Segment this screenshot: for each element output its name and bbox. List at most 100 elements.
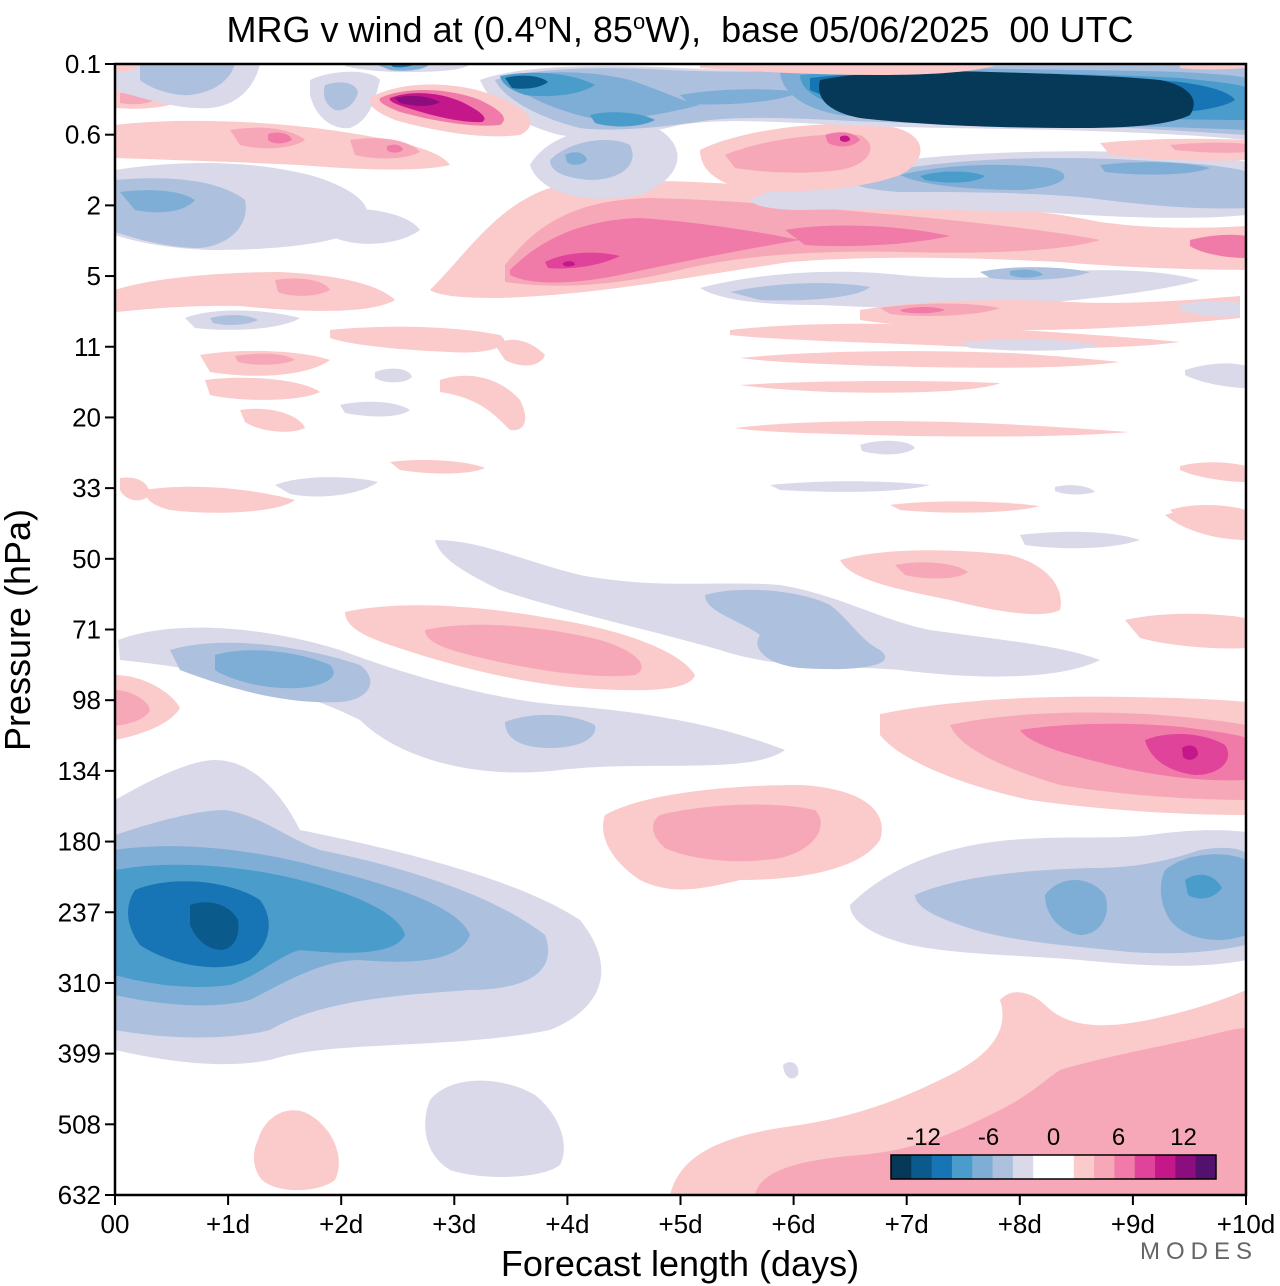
y-tick-label: 33 <box>72 473 101 503</box>
y-tick-label: 20 <box>72 402 101 432</box>
contour-neg-t13 <box>680 89 800 105</box>
x-tick-label: 00 <box>101 1209 130 1239</box>
x-axis: 00 +1d +2d +3d +4d +5d +6d +7d +8d +9d +10d <box>101 1195 1275 1239</box>
x-tick-label: +2d <box>319 1209 363 1239</box>
contour-pos-s33a <box>120 477 150 501</box>
colorbar-frame <box>890 1154 1217 1180</box>
contour-pos-s11e <box>440 375 526 431</box>
contour-pos-s33e <box>1180 462 1246 482</box>
y-tick-label: 50 <box>72 544 101 574</box>
contour-pos-s33b <box>145 486 295 513</box>
colorbar-swatch <box>1114 1155 1136 1179</box>
contour-neg-r3 <box>1045 880 1108 935</box>
contour-neg-s11c <box>340 401 410 417</box>
contour-pos-s11h <box>740 351 1120 368</box>
contour-pos-o11 <box>387 144 403 153</box>
contour-pos-r5 <box>1182 745 1198 760</box>
contour-pos-u2 <box>895 562 968 579</box>
contour-neg-p5d <box>730 283 870 301</box>
contour-pos-s11c <box>235 353 295 365</box>
colorbar-swatch <box>1073 1155 1095 1179</box>
contour-neg-o3 <box>565 152 587 165</box>
contour-neg-p5g <box>1180 300 1240 317</box>
y-tick-label: 98 <box>72 685 101 715</box>
x-tick-label: +1d <box>206 1209 250 1239</box>
contour-neg-s11b <box>375 368 412 383</box>
contour-neg-n9 <box>1100 162 1210 175</box>
y-tick-label: 399 <box>58 1039 101 1069</box>
colorbar-swatch <box>911 1155 933 1179</box>
x-axis-title: Forecast length (days) <box>501 1243 859 1284</box>
contour-neg-s33c <box>1055 485 1095 495</box>
contour-pos-s33f <box>890 501 1040 513</box>
x-tick-label: +7d <box>885 1209 929 1239</box>
contour-neg-t6 <box>375 64 430 71</box>
y-tick-label: 180 <box>58 827 101 857</box>
contour-pos-s11b <box>205 377 320 400</box>
contour-pos-p5b <box>275 278 330 296</box>
contour-pos-s33c <box>390 460 485 474</box>
contour-neg-t12 <box>505 75 548 89</box>
y-tick-label: 632 <box>58 1180 101 1210</box>
colorbar-swatch <box>931 1155 953 1179</box>
contour-pos-b7 <box>1190 234 1246 258</box>
colorbar-swatch <box>1195 1155 1217 1179</box>
colorbar-swatch <box>1033 1155 1054 1179</box>
contour-pos-o10 <box>268 132 292 144</box>
x-tick-label: +8d <box>998 1209 1042 1239</box>
y-tick-label: 2 <box>87 190 101 220</box>
colorbar-swatch <box>1175 1155 1197 1179</box>
y-tick-label: 237 <box>58 897 101 927</box>
y-axis-title: Pressure (hPa) <box>0 509 38 751</box>
y-axis: 0.1 0.6 2 5 11 20 33 50 71 98 134 180 237 310 399 508 63… <box>58 49 115 1210</box>
colorbar-swatch <box>1053 1155 1075 1179</box>
contour-neg-b2 <box>783 1062 799 1079</box>
y-tick-label: 71 <box>72 615 101 645</box>
contour-neg-p5c <box>700 270 1200 309</box>
contour-pos-s11i <box>740 380 1000 393</box>
contour-pos-b4 <box>785 225 950 247</box>
contour-pos-p5e <box>900 307 945 314</box>
contour-pos-u3 <box>1125 613 1246 649</box>
contour-neg-s33a <box>275 477 378 497</box>
brand-logo: MODES <box>1139 1238 1258 1265</box>
colorbar-label: 0 <box>1047 1124 1060 1151</box>
contour-neg-t2 <box>140 64 235 96</box>
contour-pos-t5 <box>700 64 1000 75</box>
contour-neg-s20a <box>860 440 915 455</box>
contour-pos-o4 <box>840 135 850 142</box>
contour-neg-n2 <box>330 208 420 244</box>
colorbar-swatch <box>992 1155 1014 1179</box>
contour-pos-s11j <box>735 421 1130 437</box>
contour-pos-t6 <box>1180 64 1246 70</box>
colorbar-swatch <box>1134 1155 1156 1179</box>
contour-pos-s3 <box>253 1110 339 1191</box>
contour-neg-s11d <box>1185 363 1246 388</box>
colorbar-swatch <box>951 1155 973 1179</box>
colorbar-swatch <box>891 1155 912 1179</box>
colorbar-label: 12 <box>1170 1124 1197 1151</box>
contour-pos-s20a <box>240 408 305 432</box>
y-tick-label: 0.6 <box>65 120 101 150</box>
contour-neg-l6 <box>190 902 239 950</box>
colorbar-swatch <box>1094 1155 1115 1179</box>
contour-pos-s11d <box>330 326 505 353</box>
contour-neg-b1 <box>425 1080 564 1177</box>
contour-neg-s50a <box>1020 531 1140 549</box>
contour-neg-s11a <box>960 339 1100 351</box>
colorbar-label: -6 <box>978 1124 999 1151</box>
contour-pos-s33d <box>1165 508 1246 540</box>
colorbar-label: 6 <box>1112 1124 1125 1151</box>
contour-neg-p5b <box>210 315 258 325</box>
x-tick-label: +6d <box>772 1209 816 1239</box>
contour-neg-s33b <box>770 481 930 492</box>
contour-field <box>115 64 1246 1195</box>
x-tick-label: +5d <box>658 1209 702 1239</box>
x-tick-label: +3d <box>432 1209 476 1239</box>
contour-neg-n4 <box>120 190 195 213</box>
contour-pos-p5a <box>115 272 395 312</box>
contour-pos-t7 <box>115 64 140 72</box>
colorbar: -12 -6 0 6 12 <box>890 1124 1217 1180</box>
contour-pos-o8 <box>230 127 305 149</box>
